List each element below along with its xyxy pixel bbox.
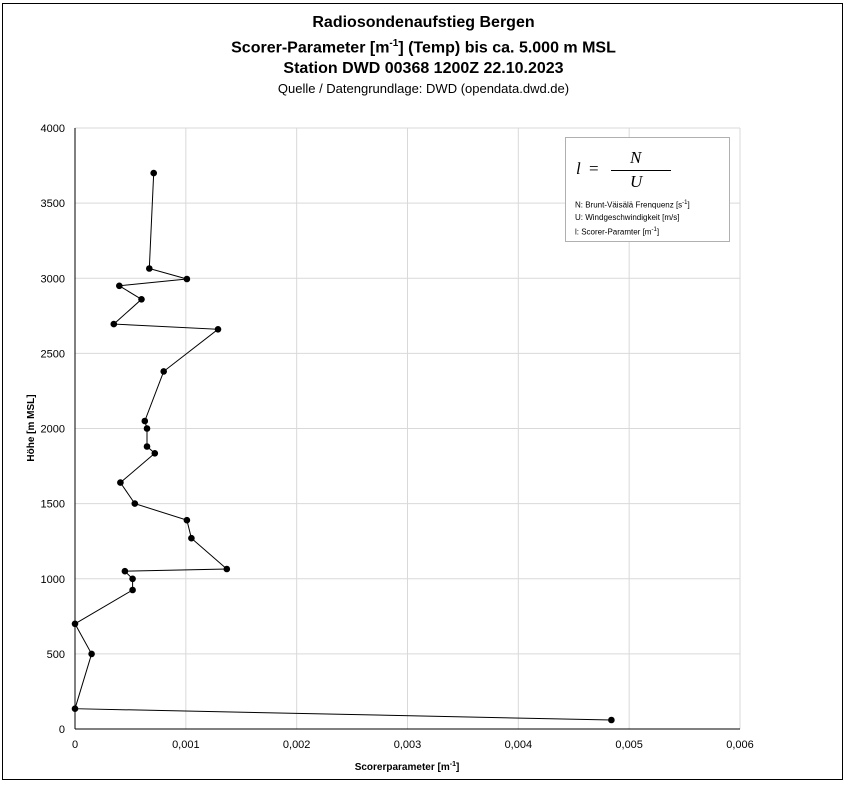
chart-source: Quelle / Datengrundlage: DWD (opendata.d… <box>277 81 570 97</box>
chart-title-block: Radiosondenaufstieg Bergen Scorer-Parame… <box>0 12 847 99</box>
data-point <box>188 534 195 542</box>
formula-legend-box: l = N U N: Brunt-Väisälä Frenquenz [s-1]… <box>565 137 730 242</box>
formula-fraction-bar <box>611 170 671 171</box>
data-point <box>160 368 167 375</box>
scorer-formula: l = N U <box>566 144 731 194</box>
x-tick-label: 0,004 <box>505 739 533 751</box>
x-tick-labels: 0 0,001 0,002 0,003 0,004 0,005 0,006 <box>72 739 754 751</box>
y-tick-label: 2000 <box>41 424 65 436</box>
data-point <box>183 516 191 524</box>
y-tick-label: 3000 <box>41 273 65 285</box>
x-axis-label: Scorerparameter [m-1] <box>355 761 460 773</box>
formula-denominator: U <box>630 172 643 191</box>
data-point <box>129 586 136 594</box>
formula-numerator: N <box>630 148 642 167</box>
data-point <box>116 282 123 290</box>
data-point <box>143 443 151 450</box>
y-tick-label: 4000 <box>41 123 65 135</box>
x-tick-label: 0,006 <box>726 739 754 751</box>
y-tick-label: 3500 <box>41 198 65 210</box>
axes <box>74 128 740 730</box>
data-point <box>129 575 136 583</box>
legend-line-u: U: Windgeschwindigkeit [m/s] <box>575 212 680 222</box>
y-tick-label: 0 <box>59 724 65 736</box>
data-point <box>71 620 79 628</box>
formula-lhs: l <box>576 159 581 178</box>
data-point <box>138 296 145 303</box>
data-point <box>117 479 124 486</box>
legend-line-l: l: Scorer-Paramter [m-1] <box>575 226 660 237</box>
legend-line-n: N: Brunt-Väisälä Frenquenz [s-1] <box>575 200 690 210</box>
grid-lines <box>75 127 741 729</box>
data-point <box>223 565 231 573</box>
data-point <box>608 716 615 724</box>
formula-equals: = <box>589 159 599 178</box>
data-point <box>110 320 118 328</box>
data-point <box>151 450 159 457</box>
data-point <box>143 425 151 432</box>
data-point <box>146 265 153 272</box>
chart-title-line-2: Scorer-Parameter [m-1] (Temp) bis ca. 5.… <box>231 38 616 57</box>
x-tick-label: 0,001 <box>172 739 200 751</box>
data-point <box>131 500 139 507</box>
x-tick-label: 0,003 <box>394 739 422 751</box>
legend-definitions: N: Brunt-Väisälä Frenquenz [s-1] U: Wind… <box>575 197 690 238</box>
data-point <box>71 705 79 712</box>
chart-title: Radiosondenaufstieg Bergen <box>312 14 535 31</box>
series-line <box>74 173 612 721</box>
x-tick-label: 0,005 <box>615 739 643 751</box>
x-tick-label: 0 <box>72 739 78 751</box>
data-point <box>214 326 222 333</box>
y-tick-label: 2500 <box>41 348 65 360</box>
data-point <box>88 650 95 658</box>
y-axis-label: Höhe [m MSL] <box>26 394 37 461</box>
y-tick-label: 1500 <box>41 499 65 511</box>
data-point <box>141 417 149 425</box>
chart-title-line-3: Station DWD 00368 1200Z 22.10.2023 <box>283 60 564 78</box>
y-tick-label: 1000 <box>41 574 65 586</box>
chart-frame <box>2 3 843 780</box>
data-point <box>121 567 129 575</box>
data-point <box>150 169 157 177</box>
data-point <box>183 275 191 283</box>
y-tick-labels: 0 500 1000 1500 2000 2500 3000 3500 4000 <box>41 123 65 736</box>
x-tick-label: 0,002 <box>283 739 311 751</box>
data-series <box>71 169 615 724</box>
y-tick-label: 500 <box>47 649 65 661</box>
